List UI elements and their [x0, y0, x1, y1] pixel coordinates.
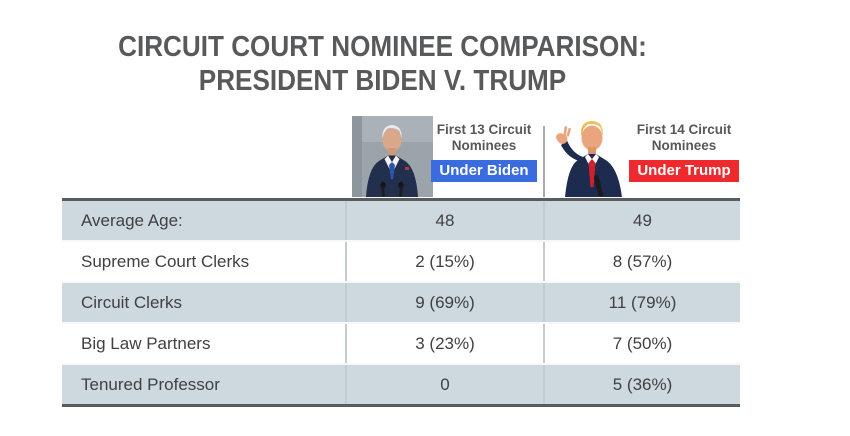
under-biden-badge: Under Biden [431, 160, 537, 182]
table-row: Average Age: 48 49 [62, 201, 740, 240]
trump-value-cell: 5 (36%) [543, 365, 740, 404]
table-row: Circuit Clerks 9 (69%) 11 (79%) [62, 281, 740, 322]
row-label-cell: Average Age: [81, 210, 183, 230]
trump-value-cell: 8 (57%) [543, 242, 740, 281]
page-title-line2: PRESIDENT BIDEN V. TRUMP [198, 65, 567, 97]
page-title: CIRCUIT COURT NOMINEE COMPARISON: PRESID… [38, 30, 727, 98]
trump-value-cell: 7 (50%) [543, 324, 740, 363]
biden-value-cell: 2 (15%) [345, 242, 543, 281]
biden-value-cell: 48 [345, 201, 543, 240]
table-row: Supreme Court Clerks 2 (15%) 8 (57%) [62, 240, 740, 281]
trump-value-cell: 49 [543, 201, 740, 240]
table-row: Big Law Partners 3 (23%) 7 (50%) [62, 322, 740, 363]
biden-caption-line2: Nominees [451, 138, 517, 153]
biden-value-cell: 0 [345, 365, 543, 404]
trump-portrait-illustration [545, 111, 630, 197]
row-label-cell: Big Law Partners [81, 333, 211, 353]
biden-caption-line1: First 13 Circuit [436, 122, 532, 137]
row-label-cell: Supreme Court Clerks [81, 251, 250, 271]
trump-value-cell: 11 (79%) [543, 283, 740, 322]
trump-column-header: First 14 Circuit Nominees Under Trump [628, 122, 740, 182]
comparison-table: Average Age: 48 49 Supreme Court Clerks … [62, 198, 740, 407]
trump-photo [545, 111, 630, 197]
table-row: Tenured Professor 0 5 (36%) [62, 363, 740, 404]
biden-portrait-illustration [352, 116, 433, 197]
biden-value-cell: 9 (69%) [345, 283, 543, 322]
trump-caption-line1: First 14 Circuit [636, 122, 732, 137]
row-label-cell: Circuit Clerks [81, 292, 183, 312]
trump-caption-line2: Nominees [651, 138, 717, 153]
biden-photo [352, 116, 433, 197]
page-title-line1: CIRCUIT COURT NOMINEE COMPARISON: [118, 31, 647, 63]
biden-column-header: First 13 Circuit Nominees Under Biden [423, 122, 545, 182]
biden-value-cell: 3 (23%) [345, 324, 543, 363]
under-trump-badge: Under Trump [629, 160, 739, 182]
row-label-cell: Tenured Professor [81, 374, 220, 394]
header-divider-line [543, 126, 545, 197]
